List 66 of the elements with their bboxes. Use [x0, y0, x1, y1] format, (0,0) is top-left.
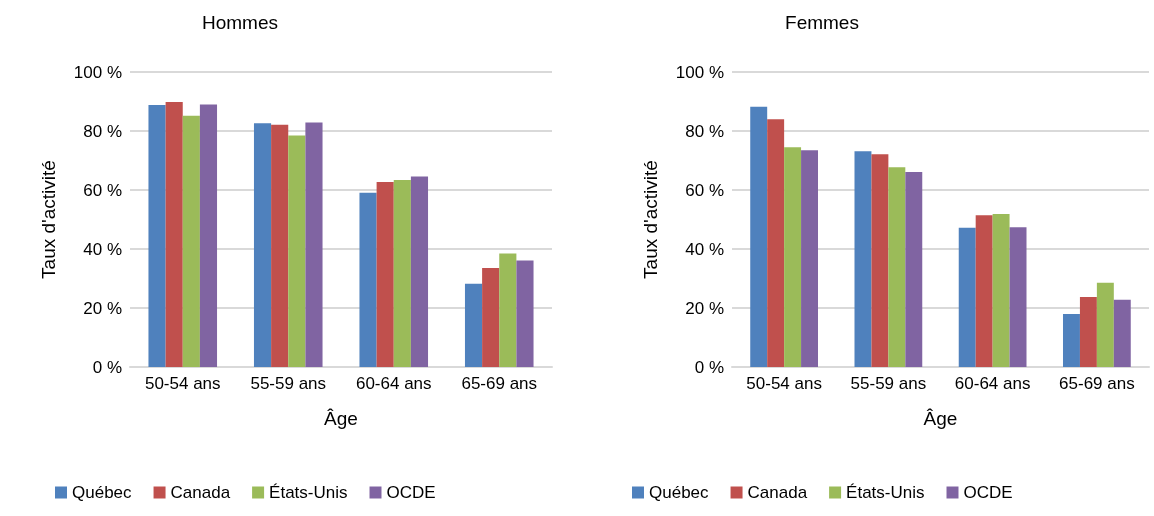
x-tick-label: 50-54 ans — [746, 374, 822, 393]
y-tick-label: 60 % — [685, 180, 724, 200]
legend-label: Canada — [170, 483, 231, 502]
y-tick-label: 0 % — [92, 357, 122, 377]
x-tick-label: 60-64 ans — [355, 374, 432, 393]
bar — [464, 283, 483, 367]
y-tick-label: 100 % — [675, 62, 724, 82]
legend-label: OCDE — [386, 483, 436, 502]
bar — [992, 213, 1010, 367]
bar — [958, 227, 976, 367]
bar — [482, 267, 500, 367]
bar — [516, 260, 534, 367]
chart-title: Hommes — [201, 12, 279, 33]
bar — [1079, 297, 1097, 367]
bar — [271, 124, 289, 367]
bar — [199, 104, 218, 367]
x-tick-label: 65-69 ans — [461, 374, 538, 393]
y-axis-title: Taux d'activité — [38, 160, 59, 279]
x-tick-label: 55-59 ans — [250, 374, 327, 393]
bar — [410, 176, 429, 367]
bar — [1113, 299, 1131, 367]
bar — [359, 192, 377, 367]
y-tick-label: 0 % — [694, 357, 724, 377]
y-tick-label: 100 % — [73, 62, 122, 82]
x-tick-label: 60-64 ans — [954, 374, 1031, 393]
y-tick-label: 80 % — [83, 121, 122, 141]
x-tick-label: 55-59 ans — [850, 374, 927, 393]
y-tick-label: 40 % — [83, 239, 122, 259]
bar — [1062, 313, 1080, 367]
legend-label: États-Unis — [269, 483, 348, 502]
bar — [148, 105, 166, 367]
y-tick-label: 60 % — [83, 180, 122, 200]
legend-label: États-Unis — [846, 483, 925, 502]
bar — [888, 167, 906, 367]
bar — [499, 253, 517, 367]
x-tick-label: 50-54 ans — [144, 374, 221, 393]
bar — [854, 151, 872, 367]
bar — [750, 106, 768, 367]
bar — [393, 179, 411, 367]
x-axis-title: Âge — [324, 408, 358, 429]
bar — [767, 119, 785, 367]
bar — [182, 115, 200, 367]
bar — [288, 135, 306, 367]
legend-label: Québec — [649, 483, 710, 502]
bar — [305, 122, 323, 367]
bar — [376, 182, 394, 367]
bar — [1096, 282, 1114, 367]
bar — [1009, 227, 1027, 367]
y-tick-label: 20 % — [685, 298, 724, 318]
bar — [165, 102, 183, 367]
y-tick-label: 40 % — [685, 239, 724, 259]
x-axis-title: Âge — [923, 408, 958, 429]
bar — [905, 172, 923, 367]
y-axis-title: Taux d'activité — [640, 160, 661, 279]
y-tick-label: 80 % — [685, 121, 724, 141]
bar — [253, 123, 272, 367]
y-tick-label: 20 % — [83, 298, 122, 318]
chart-title: Femmes — [785, 12, 859, 33]
legend-label: Québec — [72, 483, 133, 502]
bar — [801, 150, 819, 367]
bar — [975, 215, 993, 367]
bar — [871, 154, 889, 367]
bar — [784, 147, 802, 367]
legend-label: OCDE — [963, 483, 1013, 502]
x-tick-label: 65-69 ans — [1059, 374, 1135, 393]
legend-label: Canada — [747, 483, 808, 502]
